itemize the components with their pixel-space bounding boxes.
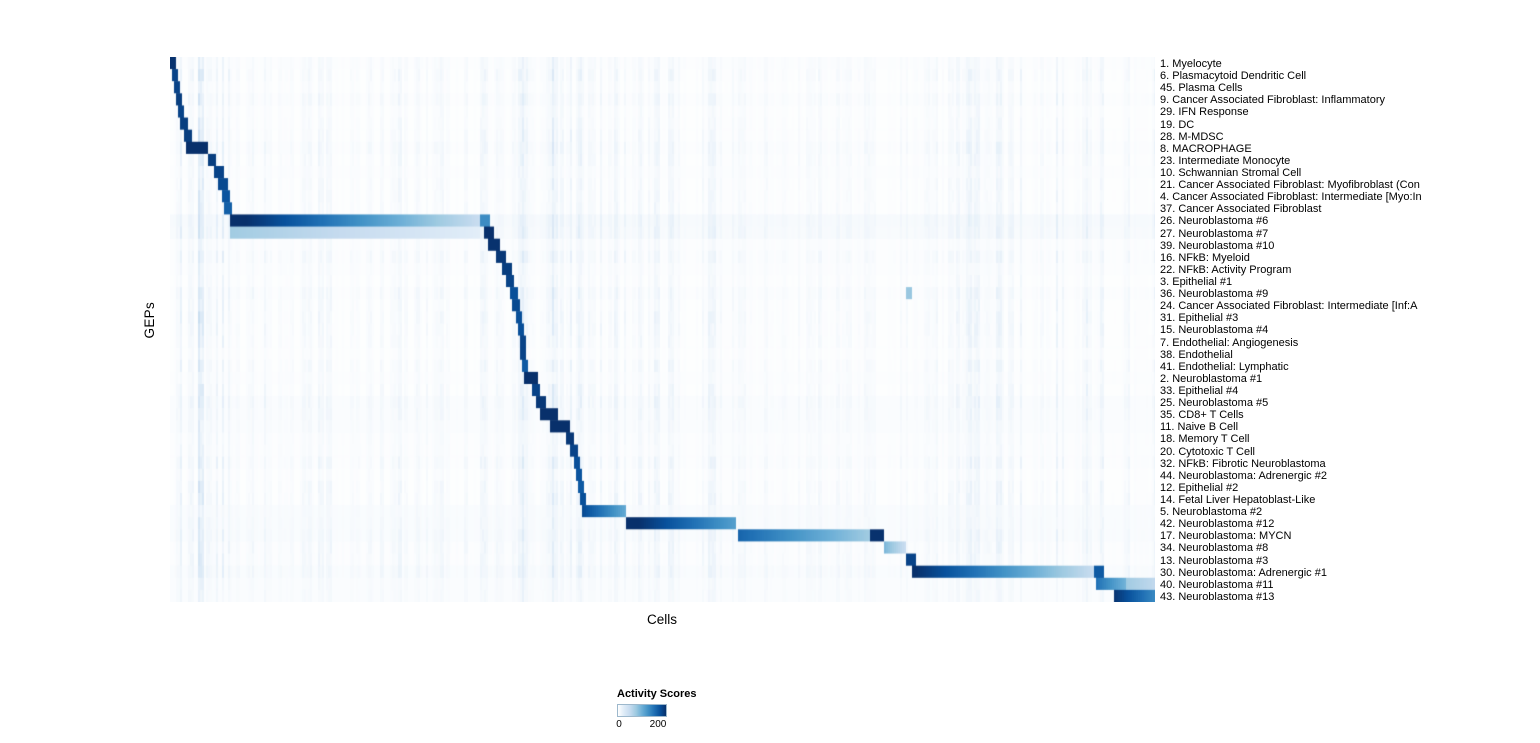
row-label: 1. Myelocyte [1160, 58, 1222, 70]
row-label: 26. Neuroblastoma #6 [1160, 215, 1269, 228]
row-label: 25. Neuroblastoma #5 [1160, 397, 1269, 410]
row-label: 16. NFkB: Myeloid [1160, 251, 1250, 264]
row-label: 45. Plasma Cells [1160, 82, 1243, 95]
row-label: 28. M-MDSC [1160, 130, 1224, 143]
row-label: 12. Epithelial #2 [1160, 481, 1239, 494]
row-label: 6. Plasmacytoid Dendritic Cell [1160, 70, 1307, 83]
row-label: 32. NFkB: Fibrotic Neuroblastoma [1160, 457, 1326, 470]
row-label: 24. Cancer Associated Fibroblast: Interm… [1160, 300, 1418, 313]
row-label: 13. Neuroblastoma #3 [1160, 554, 1269, 567]
row-label: 43. Neuroblastoma #13 [1160, 590, 1275, 603]
row-label: 10. Schwannian Stromal Cell [1160, 167, 1302, 179]
row-label: 18. Memory T Cell [1160, 433, 1250, 446]
row-label: 30. Neuroblastoma: Adrenergic #1 [1160, 566, 1327, 579]
row-labels: 1. Myelocyte 6. Plasmacytoid Dendritic Ce… [1160, 57, 1540, 608]
row-label: 2. Neuroblastoma #1 [1160, 372, 1263, 385]
row-label: 36. Neuroblastoma #9 [1160, 288, 1269, 301]
row-label: 44. Neuroblastoma: Adrenergic #2 [1160, 469, 1327, 482]
row-label: 22. NFkB: Activity Program [1160, 263, 1292, 276]
row-label: 31. Epithelial #3 [1160, 312, 1239, 325]
row-label: 33. Epithelial #4 [1160, 385, 1239, 397]
y-axis-label: GEPs [142, 302, 157, 339]
x-axis-label: Cells [647, 612, 678, 627]
row-label: 42. Neuroblastoma #12 [1160, 518, 1275, 531]
row-label: 20. Cytotoxic T Cell [1160, 445, 1255, 458]
row-label: 15. Neuroblastoma #4 [1160, 324, 1269, 337]
legend: Activity Scores 0 200 [616, 688, 747, 731]
row-label: 37. Cancer Associated Fibroblast [1160, 203, 1322, 216]
legend-tick-min: 0 [616, 719, 622, 730]
heatmap-canvas [170, 57, 1155, 602]
row-label: 35. CD8+ T Cells [1160, 409, 1244, 422]
legend-title: Activity Scores [617, 688, 697, 700]
row-label: 39. Neuroblastoma #10 [1160, 239, 1275, 252]
row-label: 8. MACROPHAGE [1160, 142, 1252, 155]
row-label: 11. Naive B Cell [1160, 421, 1239, 434]
row-label: 27. Neuroblastoma #7 [1160, 227, 1269, 240]
row-label: 19. DC [1160, 118, 1195, 131]
row-label: 9. Cancer Associated Fibroblast: Inflamm… [1160, 94, 1385, 107]
row-label: 14. Fetal Liver Hepatoblast-Like [1160, 494, 1316, 506]
legend-gradient-bar [617, 704, 667, 717]
row-label: 23. Intermediate Monocyte [1160, 154, 1291, 167]
row-label: 3. Epithelial #1 [1160, 276, 1233, 288]
legend-ticks: 0 200 [616, 719, 667, 731]
row-label: 40. Neuroblastoma #11 [1160, 578, 1274, 591]
row-label: 41. Endothelial: Lymphatic [1160, 360, 1289, 373]
row-label: 21. Cancer Associated Fibroblast: Myofib… [1160, 179, 1420, 192]
row-label: 34. Neuroblastoma #8 [1160, 542, 1269, 555]
row-label: 29. IFN Response [1160, 106, 1249, 119]
row-label: 4. Cancer Associated Fibroblast: Interme… [1160, 191, 1422, 204]
row-label: 17. Neuroblastoma: MYCN [1160, 530, 1292, 543]
row-label: 5. Neuroblastoma #2 [1160, 506, 1263, 519]
row-label: 7. Endothelial: Angiogenesis [1160, 336, 1299, 349]
legend-tick-max: 200 [649, 719, 667, 730]
row-label: 38. Endothelial [1160, 348, 1233, 361]
